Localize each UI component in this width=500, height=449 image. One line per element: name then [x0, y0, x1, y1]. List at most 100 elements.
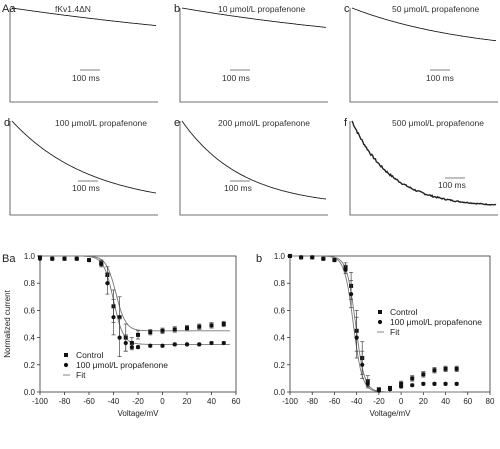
data-point-circle — [184, 342, 190, 347]
panel-label: c — [344, 3, 350, 15]
x-tick-label: -40 — [108, 397, 120, 406]
y-tick-label: 1.0 — [274, 252, 286, 261]
x-tick-label: -20 — [132, 397, 144, 406]
trace-title: 10 μmol/L propafenone — [218, 4, 306, 14]
data-point-circle — [99, 262, 104, 267]
data-point-circle — [105, 281, 110, 286]
scale-bar-label: 100 ms — [426, 73, 454, 83]
inactivation-plots: Ba -100 -80 -60 -40 -20 0 20 40 60 0.0 0.2 0.4 0.6 0.8… — [2, 252, 495, 418]
trace-panel-5: e 200 μmol/L propafenone 100 ms — [174, 117, 328, 216]
scale-bar-label: 100 ms — [224, 183, 252, 193]
data-point-circle — [376, 388, 381, 393]
data-point-circle — [287, 253, 293, 259]
panel-label: d — [4, 117, 10, 129]
data-point-square — [117, 315, 122, 320]
x-tick-label: -60 — [329, 397, 341, 406]
data-point-circle — [50, 256, 55, 261]
legend-label: 100 μmol/L propafenone — [76, 360, 168, 370]
x-tick-label: 80 — [486, 397, 495, 406]
data-point-square — [136, 332, 140, 337]
trace-panel-6: f 500 μmol/L propafenone 100 ms — [344, 117, 498, 216]
data-point-circle — [148, 343, 153, 348]
y-tick-label: 0.2 — [24, 361, 36, 370]
trace-axis — [179, 121, 328, 216]
current-trace — [351, 7, 497, 42]
x-tick-label: -40 — [351, 397, 363, 406]
y-tick-label: 0.2 — [274, 361, 286, 370]
panel-label: b — [256, 253, 262, 265]
data-point-square — [221, 322, 226, 326]
y-tick-label: 0.0 — [274, 388, 286, 397]
fit-curve — [290, 255, 463, 393]
trace-axis — [349, 8, 498, 103]
data-point-square — [399, 381, 404, 386]
trace-axis — [9, 8, 158, 103]
current-trace — [11, 120, 157, 194]
x-tick-label: 60 — [463, 397, 472, 406]
legend-label: 100 μmol/L propafenone — [390, 317, 482, 327]
legend-swatch-square — [378, 310, 382, 314]
data-point-square — [410, 376, 415, 381]
trace-axis — [179, 8, 328, 103]
legend-label: Fit — [390, 327, 400, 337]
data-point-circle — [172, 342, 177, 347]
x-tick-label: 20 — [419, 397, 428, 406]
x-tick-label: -80 — [59, 397, 71, 406]
current-traces: Aa fKv1.4ΔN 100 ms b 10 μmol/L propafenone 10… — [2, 3, 498, 216]
data-point-circle — [410, 383, 415, 388]
x-tick-label: -100 — [32, 397, 49, 406]
panel-label: Aa — [2, 3, 16, 15]
current-trace — [351, 120, 497, 206]
fit-curve — [40, 255, 230, 332]
current-trace — [181, 7, 327, 28]
data-point-square — [209, 323, 214, 328]
data-point-square — [172, 327, 177, 332]
data-point-circle — [86, 257, 92, 263]
x-tick-label: -80 — [306, 397, 318, 406]
legend-swatch-square — [64, 353, 68, 357]
y-tick-label: 0.4 — [274, 334, 286, 343]
data-point-circle — [117, 335, 122, 340]
data-point-circle — [209, 340, 214, 346]
y-tick-label: 0.8 — [274, 279, 286, 288]
trace-axis — [9, 121, 158, 216]
data-point-square — [443, 366, 448, 371]
data-point-circle — [160, 343, 165, 348]
panel-label: b — [174, 3, 180, 15]
data-point-circle — [62, 256, 67, 261]
data-point-circle — [123, 340, 128, 346]
trace-title: 200 μmol/L propafenone — [218, 118, 310, 128]
x-tick-label: 60 — [232, 397, 241, 406]
data-point-circle — [354, 335, 359, 340]
data-point-circle — [399, 384, 404, 389]
data-point-circle — [360, 362, 365, 367]
data-point-square — [197, 324, 202, 329]
legend-label: Control — [76, 350, 104, 360]
x-tick-label: 40 — [207, 397, 216, 406]
data-point-square — [432, 368, 437, 373]
x-tick-label: -100 — [282, 397, 299, 406]
legend-swatch-circle — [377, 319, 383, 325]
x-tick-label: 40 — [441, 397, 450, 406]
data-point-circle — [332, 257, 337, 263]
trace-panel-1: Aa fKv1.4ΔN 100 ms — [2, 3, 158, 103]
data-point-circle — [349, 291, 354, 297]
data-point-circle — [310, 255, 315, 260]
scale-bar-label: 100 ms — [222, 73, 250, 83]
data-point-circle — [221, 340, 226, 346]
iv-panel-2: b -100 -80 -60 -40 -20 0 20 40 60 80 0.0 0.2 0.4 0.6 0.… — [256, 252, 495, 418]
data-point-circle — [299, 255, 304, 260]
y-tick-label: 1.0 — [24, 252, 36, 261]
y-tick-label: 0.0 — [24, 388, 36, 397]
x-axis-label: Voltage/mV — [370, 409, 412, 418]
trace-panel-3: c 50 μmol/L propafenone 100 ms — [344, 3, 498, 103]
data-point-circle — [387, 387, 393, 392]
data-point-circle — [343, 267, 348, 272]
scale-bar-label: 100 ms — [72, 73, 100, 83]
y-tick-label: 0.6 — [274, 306, 286, 315]
x-axis-label: Voltage/mV — [118, 409, 160, 418]
data-point-circle — [74, 256, 79, 261]
trace-title: 100 μmol/L propafenone — [55, 118, 147, 128]
x-tick-label: -60 — [83, 397, 95, 406]
